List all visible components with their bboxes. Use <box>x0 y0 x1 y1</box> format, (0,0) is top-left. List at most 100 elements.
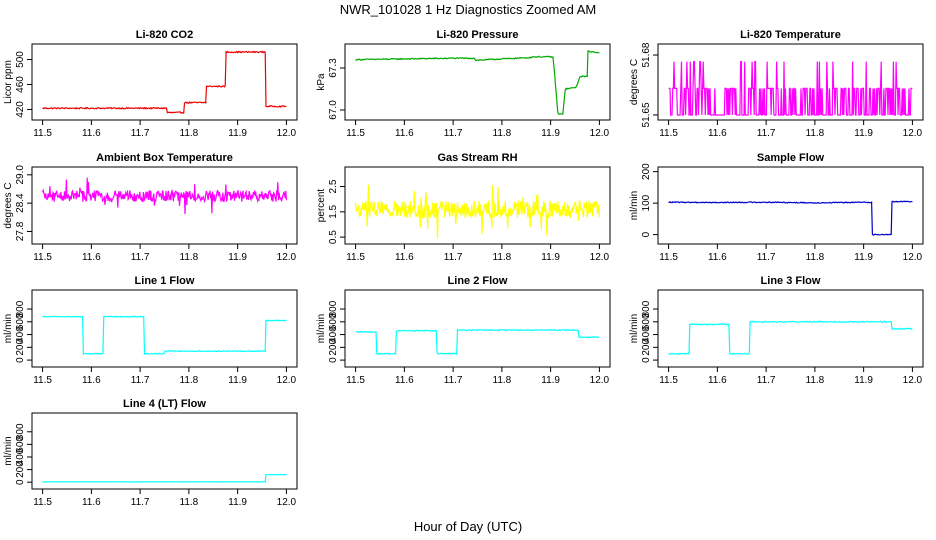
y-tick-label: 28.4 <box>15 193 26 213</box>
x-tick-label: 11.8 <box>806 252 825 263</box>
x-tick-label: 11.9 <box>854 252 873 263</box>
x-tick-label: 11.8 <box>493 252 512 263</box>
x-tick-label: 11.5 <box>33 497 52 508</box>
series-line <box>668 200 913 236</box>
y-tick-label: 500 <box>15 51 26 68</box>
x-tick-label: 11.9 <box>228 252 247 263</box>
x-tick-label: 11.9 <box>541 128 560 139</box>
y-tick-label: 400 <box>328 326 339 343</box>
x-tick-label: 11.8 <box>806 375 825 386</box>
y-axis-label: degrees C <box>3 182 14 228</box>
plot-frame <box>344 43 611 121</box>
x-tick-label: 12.0 <box>590 128 610 139</box>
plot-frame <box>657 289 924 368</box>
series-line <box>668 61 913 116</box>
x-tick-label: 11.7 <box>131 497 150 508</box>
x-tick-label: 12.0 <box>903 375 923 386</box>
x-tick-label: 12.0 <box>903 252 923 263</box>
y-tick-label: 800 <box>641 300 652 317</box>
x-tick-label: 11.9 <box>854 128 873 139</box>
x-tick-label: 11.9 <box>228 128 247 139</box>
figure-xlabel: Hour of Day (UTC) <box>414 519 522 534</box>
x-tick-label: 11.6 <box>708 375 727 386</box>
y-tick-label: 0.5 <box>328 230 339 244</box>
series-line <box>355 50 600 116</box>
y-tick-label: 67.0 <box>328 100 339 120</box>
x-tick-label: 11.5 <box>346 128 365 139</box>
x-tick-label: 11.8 <box>180 128 199 139</box>
y-tick-label: 600 <box>328 313 339 330</box>
panel-grid: Li-820 CO2 11.5 11.6 11.7 11.8 11.9 12.0 420 460… <box>3 29 924 508</box>
y-tick-label: 600 <box>15 313 26 330</box>
y-tick-label: 100 <box>641 194 652 211</box>
x-tick-label: 11.5 <box>659 375 678 386</box>
x-tick-label: 12.0 <box>590 375 610 386</box>
panel: Line 3 Flow 11.5 11.6 11.7 11.8 11.9 12.0 02004… <box>629 275 924 386</box>
y-tick-label: 800 <box>15 423 26 440</box>
x-tick-label: 11.5 <box>33 252 52 263</box>
y-tick-label: 200 <box>328 339 339 356</box>
y-axis-label: ml/min <box>316 314 327 343</box>
x-tick-label: 11.5 <box>346 375 365 386</box>
x-tick-label: 11.6 <box>82 375 101 386</box>
x-tick-label: 12.0 <box>277 375 297 386</box>
series-line <box>42 177 287 215</box>
x-tick-label: 11.9 <box>228 375 247 386</box>
x-tick-label: 11.9 <box>541 252 560 263</box>
x-tick-label: 11.6 <box>82 128 101 139</box>
panel: Line 4 (LT) Flow 11.5 11.6 11.7 11.8 11.9 12.0… <box>3 398 298 508</box>
x-tick-label: 12.0 <box>903 128 923 139</box>
y-axis-label: ml/min <box>3 436 14 465</box>
x-tick-label: 11.6 <box>708 128 727 139</box>
y-tick-label: 420 <box>15 101 26 118</box>
x-tick-label: 11.5 <box>346 252 365 263</box>
x-tick-label: 11.5 <box>33 128 52 139</box>
series-line <box>42 50 287 115</box>
panel: Gas Stream RH 11.5 11.6 11.7 11.8 11.9 12.0 0.5… <box>316 152 611 263</box>
panel-title: Line 2 Flow <box>448 275 508 287</box>
y-tick-label: 0 <box>328 357 339 363</box>
y-axis-label: ml/min <box>629 191 640 220</box>
panel: Sample Flow 11.5 11.6 11.7 11.8 11.9 12.0 0 100 2… <box>629 152 924 263</box>
y-axis-label: ml/min <box>629 314 640 343</box>
x-tick-label: 11.8 <box>493 128 512 139</box>
x-tick-label: 11.6 <box>395 375 414 386</box>
x-tick-label: 11.7 <box>757 375 776 386</box>
plot-frame <box>344 289 611 368</box>
x-tick-label: 12.0 <box>590 252 610 263</box>
y-tick-label: 460 <box>15 76 26 93</box>
x-tick-label: 11.6 <box>395 128 414 139</box>
series-line <box>42 315 287 355</box>
y-tick-label: 51.65 <box>641 102 652 127</box>
y-tick-label: 800 <box>328 300 339 317</box>
y-axis-label: ml/min <box>3 314 14 343</box>
y-tick-label: 29.0 <box>15 165 26 185</box>
plot-frame <box>657 166 924 245</box>
x-tick-label: 11.8 <box>493 375 512 386</box>
y-tick-label: 2.5 <box>328 179 339 193</box>
panel: Ambient Box Temperature 11.5 11.6 11.7 11.8 1… <box>3 152 298 263</box>
y-tick-label: 0 <box>641 231 652 237</box>
x-tick-label: 11.9 <box>541 375 560 386</box>
y-axis-label: kPa <box>316 73 327 91</box>
panel-title: Li-820 Temperature <box>740 29 841 41</box>
panel-title: Ambient Box Temperature <box>96 152 233 164</box>
y-tick-label: 0 <box>15 479 26 485</box>
y-tick-label: 27.8 <box>15 221 26 241</box>
y-tick-label: 200 <box>641 163 652 180</box>
x-tick-label: 12.0 <box>277 252 297 263</box>
x-tick-label: 11.8 <box>180 497 199 508</box>
x-tick-label: 11.7 <box>131 252 150 263</box>
y-tick-label: 67.3 <box>328 58 339 78</box>
panel: Line 1 Flow 11.5 11.6 11.7 11.8 11.9 12.0 02004… <box>3 275 298 386</box>
panel-title: Line 1 Flow <box>135 275 195 287</box>
x-tick-label: 11.9 <box>228 497 247 508</box>
x-tick-label: 11.8 <box>180 252 199 263</box>
y-axis-label: Licor ppm <box>3 60 14 104</box>
panel-title: Li-820 CO2 <box>136 29 193 41</box>
x-tick-label: 11.7 <box>757 252 776 263</box>
panel-title: Sample Flow <box>757 152 825 164</box>
plot-frame <box>31 412 298 490</box>
panel-title: Gas Stream RH <box>437 152 517 164</box>
x-tick-label: 11.7 <box>757 128 776 139</box>
